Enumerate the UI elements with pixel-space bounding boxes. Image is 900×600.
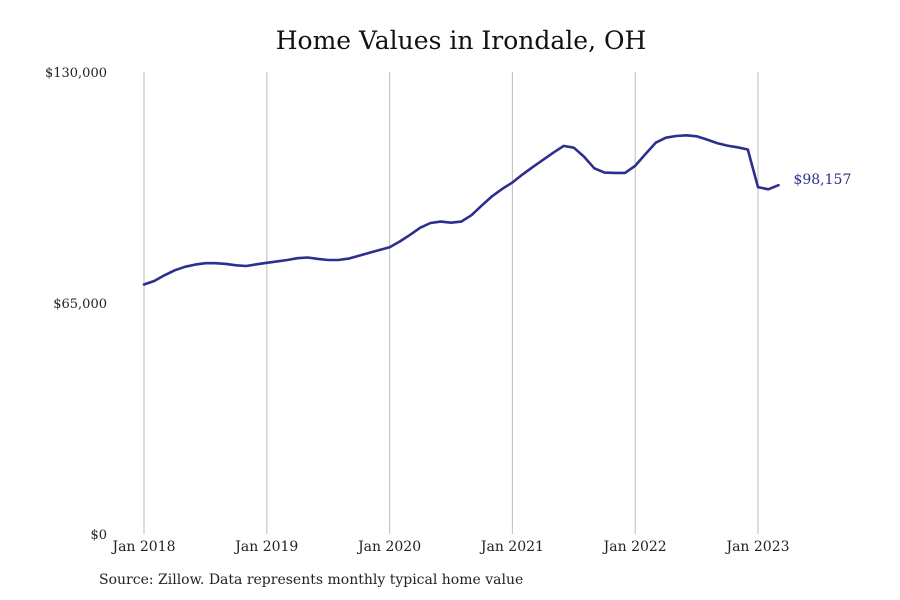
y-axis-ticks: $0 $65,000 $130,000 <box>45 66 107 543</box>
x-tick-label: Jan 2020 <box>356 539 421 555</box>
chart-title: Home Values in Irondale, OH <box>275 26 647 55</box>
series-line <box>142 134 780 286</box>
x-tick-label: Jan 2021 <box>479 539 544 555</box>
x-tick-label: Jan 2018 <box>110 539 175 555</box>
x-tick-label: Jan 2019 <box>233 539 298 555</box>
x-tick-label: Jan 2023 <box>724 539 789 555</box>
y-tick-label: $65,000 <box>53 297 107 312</box>
y-tick-label: $0 <box>90 528 107 543</box>
y-tick-label: $130,000 <box>45 66 107 81</box>
x-tick-label: Jan 2022 <box>602 539 667 555</box>
source-note: Source: Zillow. Data represents monthly … <box>99 572 524 588</box>
end-value-label: $98,157 <box>793 172 851 188</box>
x-axis-ticks: Jan 2018 Jan 2019 Jan 2020 Jan 2021 Jan 2022… <box>110 539 789 555</box>
gridlines <box>143 72 759 534</box>
